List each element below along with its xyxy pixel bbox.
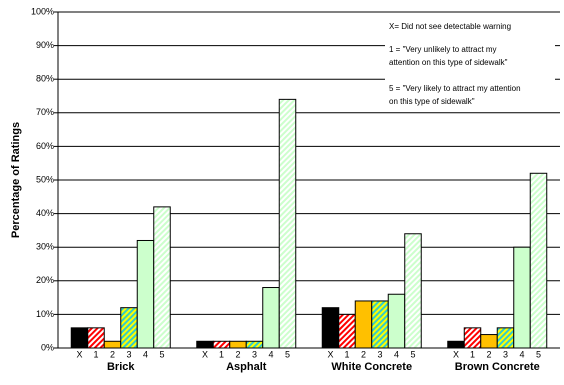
series-label: 1 [470, 349, 475, 359]
bar [196, 340, 214, 349]
series-label: 1 [219, 349, 224, 359]
y-tick-label: 60% [36, 141, 54, 151]
y-tick-label: 90% [36, 40, 54, 50]
bar [70, 327, 89, 349]
y-tick-label: 40% [36, 208, 54, 218]
annotation: 1 = "Very unlikely to attract my [389, 45, 497, 54]
annotation: on this type of sidewalk" [389, 97, 475, 106]
bar [338, 313, 356, 349]
series-label: 1 [93, 349, 98, 359]
series-label: 4 [143, 349, 148, 359]
series-label: 1 [344, 349, 349, 359]
bar [153, 206, 171, 349]
category-label: Brown Concrete [455, 361, 540, 373]
category-label: Brick [107, 361, 135, 373]
bar [447, 340, 465, 349]
category-label: White Concrete [331, 361, 412, 373]
series-label: 3 [252, 349, 257, 359]
bar [212, 340, 231, 349]
bar [513, 246, 531, 349]
bar [321, 307, 340, 349]
series-label: 2 [235, 349, 240, 359]
series-label: 2 [486, 349, 491, 359]
series-label: X [202, 349, 208, 359]
bar [103, 340, 122, 349]
y-tick-label: 0% [41, 342, 54, 352]
series-label: 3 [126, 349, 131, 359]
series-label: 4 [394, 349, 399, 359]
bar [278, 98, 297, 349]
series-label: 3 [503, 349, 508, 359]
series-label: 2 [110, 349, 115, 359]
annotation: 5 = "Very likely to attract my attention [389, 84, 521, 93]
bar [136, 239, 155, 349]
annotation: attention on this type of sidewalk" [389, 58, 508, 67]
legend-box [385, 14, 555, 112]
annotation: X= Did not see detectable warning [389, 22, 511, 31]
y-tick-label: 20% [36, 275, 54, 285]
y-tick-label: 30% [36, 242, 54, 252]
series-label: 5 [159, 349, 164, 359]
series-label: 2 [361, 349, 366, 359]
bar [229, 340, 247, 349]
bar [496, 327, 515, 349]
series-label: 3 [377, 349, 382, 359]
bar [245, 340, 264, 349]
series-label: 5 [410, 349, 415, 359]
bar [529, 172, 548, 349]
series-label: X [453, 349, 459, 359]
bar [387, 293, 406, 349]
bar [87, 327, 105, 349]
y-tick-label: 50% [36, 174, 54, 184]
bar [404, 233, 422, 349]
bar [354, 300, 373, 349]
y-tick-label: 10% [36, 309, 54, 319]
bar [371, 300, 389, 349]
y-tick-label: 70% [36, 107, 54, 117]
bar [480, 334, 498, 349]
series-label: 4 [268, 349, 273, 359]
bar [463, 327, 482, 349]
category-label: Asphalt [226, 361, 267, 373]
bar [262, 287, 280, 349]
y-tick-label: 80% [36, 74, 54, 84]
series-label: 5 [285, 349, 290, 359]
series-label: 4 [519, 349, 524, 359]
y-tick-label: 100% [31, 6, 54, 16]
bar [120, 307, 138, 349]
series-label: X [327, 349, 333, 359]
series-label: X [76, 349, 82, 359]
series-label: 5 [536, 349, 541, 359]
y-axis-label: Percentage of Ratings [10, 122, 22, 238]
